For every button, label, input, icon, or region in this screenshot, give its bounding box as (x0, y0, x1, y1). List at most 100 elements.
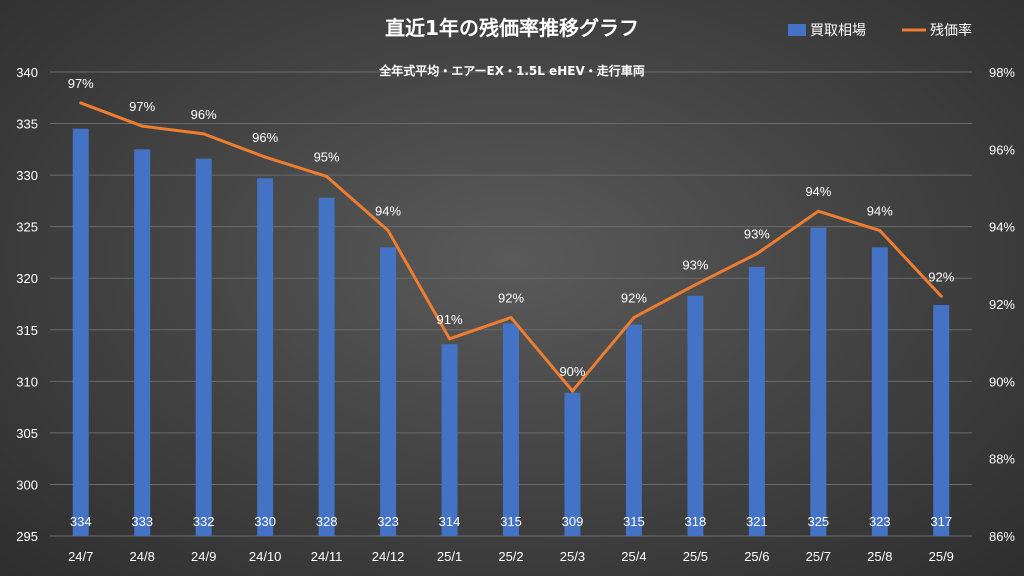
data-labels: 334 333 332 330 328 323 314 315 309 315 318 321 325 3… (68, 76, 955, 529)
x-tick-label: 25/9 (929, 549, 954, 564)
bar-data-label: 323 (377, 514, 399, 529)
y-left-tick-label: 330 (16, 168, 38, 183)
line-data-label: 92% (498, 291, 524, 306)
x-tick-label: 24/7 (68, 549, 93, 564)
line-point (325, 174, 329, 178)
line-point (570, 389, 574, 393)
x-tick-label: 24/8 (130, 549, 155, 564)
line-point (816, 209, 820, 213)
bar (687, 295, 704, 536)
chart-subtitle: 全年式平均・エアーEX・1.5L eHEV・走行車両 (378, 63, 644, 78)
line-data-label: 95% (314, 149, 340, 164)
line-point (693, 283, 697, 287)
bar-data-label: 323 (869, 514, 891, 529)
bar (871, 247, 888, 537)
line-data-label: 91% (437, 312, 463, 327)
bar (134, 149, 151, 537)
line-point (202, 132, 206, 136)
y-left-tick-label: 295 (16, 529, 38, 544)
bar-data-label: 333 (131, 514, 153, 529)
bar (503, 323, 519, 536)
x-tick-label: 25/7 (806, 549, 831, 564)
bar-data-label: 332 (193, 514, 215, 529)
line-point (79, 101, 83, 105)
y-right-tick-label: 94% (989, 220, 1015, 235)
legend: 買取相場 残価率 (788, 22, 972, 39)
bar (810, 227, 827, 536)
x-tick-label: 25/5 (683, 549, 708, 564)
x-tick-label: 24/12 (372, 549, 405, 564)
line-point (755, 252, 759, 256)
bar (257, 178, 274, 536)
bar-series (72, 128, 950, 537)
line-series (79, 101, 943, 393)
legend-line-label: 残価率 (930, 22, 972, 39)
bar-data-label: 321 (746, 514, 768, 529)
line-data-label: 94% (805, 184, 831, 199)
line-data-label: 92% (928, 269, 954, 284)
x-tick-label: 25/4 (621, 549, 646, 564)
bar-data-label: 330 (254, 514, 276, 529)
bar-data-label: 314 (439, 514, 461, 529)
chart-title: 直近1年の残価率推移グラフ (385, 16, 639, 40)
y-left-tick-label: 340 (16, 65, 38, 80)
y-left-tick-label: 325 (16, 220, 38, 235)
bar-data-label: 315 (623, 514, 645, 529)
line-point (939, 294, 943, 298)
x-tick-label: 25/3 (560, 549, 585, 564)
y-right-tick-label: 90% (989, 374, 1015, 389)
y-left-tick-label: 300 (16, 477, 38, 492)
x-tick-label: 24/10 (249, 549, 282, 564)
x-tick-label: 25/1 (437, 549, 462, 564)
y-left-tick-label: 335 (16, 117, 38, 132)
y-right-tick-label: 86% (989, 529, 1015, 544)
bar-data-label: 328 (316, 514, 338, 529)
line-data-label: 96% (252, 130, 278, 145)
line-point (632, 316, 636, 320)
bar (380, 247, 397, 537)
bar (72, 128, 89, 536)
x-tick-label: 25/8 (867, 549, 892, 564)
line-data-label: 93% (744, 227, 770, 242)
bar-data-label: 325 (807, 514, 829, 529)
line-data-label: 96% (191, 107, 217, 122)
y-left-tick-label: 315 (16, 323, 38, 338)
line-data-label: 90% (559, 364, 585, 379)
x-tick-label: 25/6 (744, 549, 769, 564)
bar (318, 197, 335, 536)
bar-data-label: 309 (562, 514, 584, 529)
bar (441, 344, 458, 536)
bar (625, 324, 642, 536)
y-left-tick-label: 320 (16, 271, 38, 286)
y-right-tick-label: 98% (989, 65, 1015, 80)
legend-bar-swatch (788, 24, 806, 36)
line-point (386, 229, 390, 233)
line-point (263, 155, 267, 159)
x-tick-label: 25/2 (498, 549, 523, 564)
bar-data-label: 317 (930, 514, 952, 529)
line-point (448, 337, 452, 341)
bar (933, 305, 950, 536)
y-left-tick-label: 310 (16, 374, 38, 389)
line-data-label: 92% (621, 291, 647, 306)
bar (564, 392, 581, 536)
y-left-tick-label: 305 (16, 426, 38, 441)
line-point (878, 229, 882, 233)
bar-data-label: 318 (685, 514, 707, 529)
bar (748, 266, 765, 536)
line-data-label: 94% (867, 204, 893, 219)
legend-bar-label: 買取相場 (810, 23, 866, 39)
y-right-tick-label: 96% (989, 142, 1015, 157)
line-data-label: 93% (682, 258, 708, 273)
line-data-label: 97% (68, 76, 94, 91)
line-point (140, 124, 144, 128)
bar-data-label: 315 (500, 514, 522, 529)
line-data-label: 94% (375, 204, 401, 219)
y-right-tick-label: 88% (989, 452, 1015, 467)
bar-data-label: 334 (70, 514, 92, 529)
x-tick-label: 24/9 (191, 549, 216, 564)
x-tick-label: 24/11 (311, 549, 343, 564)
y-right-tick-label: 92% (989, 297, 1015, 312)
